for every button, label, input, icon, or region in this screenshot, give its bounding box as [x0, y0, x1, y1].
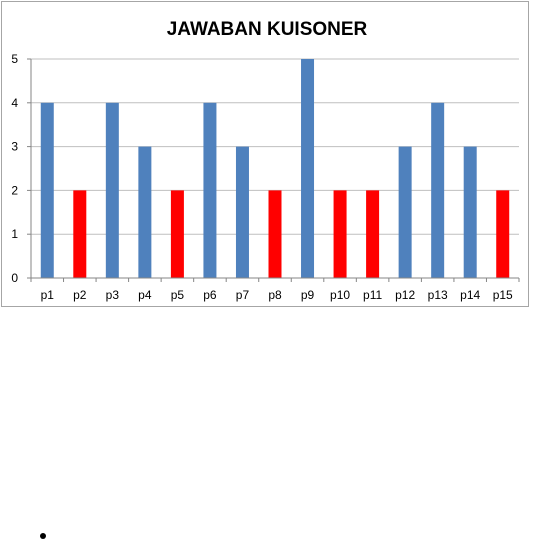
x-tick-label: p13	[428, 288, 448, 302]
x-axis: p1 p2 p3 p4 p5 p6 p7 p8 p9 p10 p11 p12 p13 p14 p15	[30, 277, 520, 302]
y-tick-label: 4	[11, 96, 18, 110]
bar-p5	[170, 190, 184, 278]
bar-p14	[463, 146, 477, 278]
bullet-point	[40, 533, 46, 539]
bar-chart: JAWABAN KUISONER 0 1 2 3 4 5 p1 p2 p3 p4 p5 p6 p7 p8…	[11, 19, 520, 302]
x-tick-label: p2	[73, 288, 87, 302]
bar-p7	[235, 146, 249, 278]
chart-container: JAWABAN KUISONER 0 1 2 3 4 5 p1 p2 p3 p4 p5 p6 p7 p8…	[1, 1, 529, 307]
y-tick-label: 0	[11, 271, 18, 285]
bar-p6	[203, 102, 217, 278]
chart-title: JAWABAN KUISONER	[167, 19, 368, 40]
x-tick-label: p11	[363, 288, 382, 302]
bar-p3	[105, 102, 119, 278]
bar-p1	[40, 102, 54, 278]
x-tick-label: p15	[493, 288, 513, 302]
bar-p2	[73, 190, 87, 278]
bar-p15	[496, 190, 510, 278]
x-tick-label: p6	[203, 288, 217, 302]
x-tick-label: p3	[106, 288, 120, 302]
bar-p4	[138, 146, 152, 278]
x-tick-label: p10	[330, 288, 350, 302]
bar-p11	[366, 190, 380, 278]
x-tick-label: p14	[460, 288, 480, 302]
bar-p13	[431, 102, 445, 278]
bar-p12	[398, 146, 412, 278]
x-tick-label: p4	[138, 288, 152, 302]
x-tick-label: p8	[268, 288, 282, 302]
bar-p9	[301, 59, 315, 278]
x-tick-label: p12	[395, 288, 415, 302]
y-tick-label: 2	[11, 183, 18, 197]
x-tick-label: p5	[171, 288, 185, 302]
y-tick-label: 3	[11, 140, 18, 154]
bars	[40, 59, 510, 278]
x-tick-label: p7	[236, 288, 250, 302]
x-tick-label: p9	[301, 288, 315, 302]
y-tick-label: 1	[11, 227, 18, 241]
bar-p10	[333, 190, 347, 278]
y-axis: 0 1 2 3 4 5	[11, 52, 32, 285]
y-tick-label: 5	[11, 52, 18, 66]
bar-p8	[268, 190, 282, 278]
x-tick-label: p1	[41, 288, 55, 302]
